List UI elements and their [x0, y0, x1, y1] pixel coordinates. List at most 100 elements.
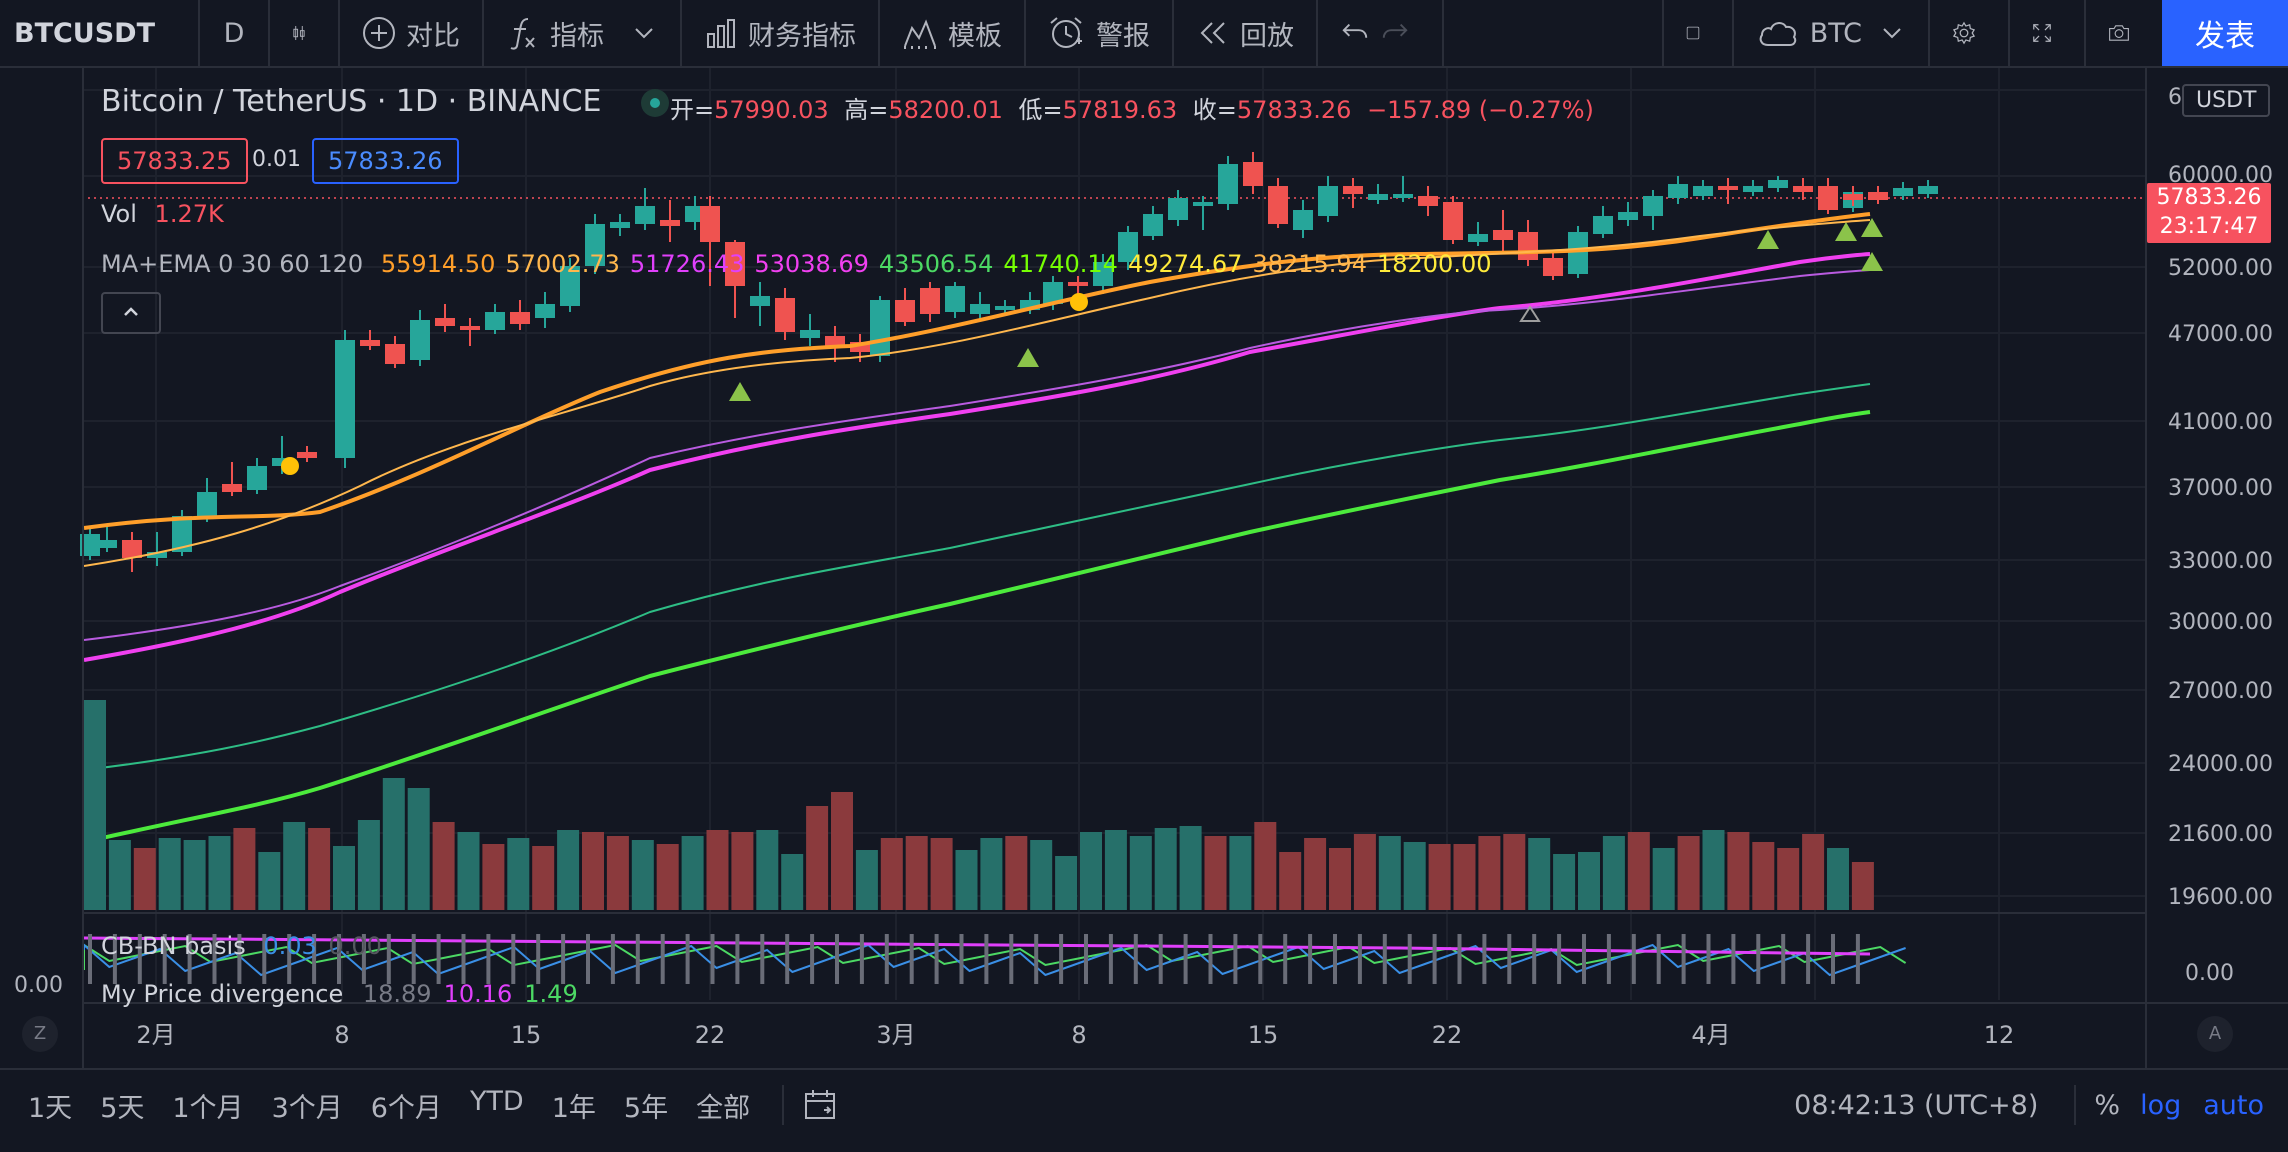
watch-symbol-label: BTC — [1809, 17, 1862, 49]
range-button[interactable]: 5年 — [623, 1092, 669, 1124]
volume-bar — [1055, 856, 1078, 910]
candle-body — [80, 534, 100, 556]
event-marker — [1070, 293, 1088, 311]
open-value: 57990.03 — [714, 96, 829, 124]
candle-body — [385, 344, 405, 364]
fullscreen-button[interactable] — [2010, 0, 2086, 66]
candle-body — [1243, 162, 1263, 186]
volume-bar — [1802, 834, 1825, 910]
volume-bar — [407, 788, 430, 910]
signal-marker-outline — [1519, 305, 1541, 322]
gear-icon — [1952, 21, 1976, 45]
candle-body — [172, 516, 192, 552]
volume-bar — [955, 850, 978, 910]
buy-price-button[interactable]: 57833.26 — [312, 138, 459, 184]
range-button[interactable]: 1年 — [551, 1092, 596, 1124]
snapshot-button[interactable] — [2086, 0, 2162, 66]
range-button[interactable]: 1天 — [28, 1092, 73, 1124]
cloud-save-button[interactable]: BTC — [1734, 0, 1930, 66]
bottom-toolbar: 1天 5天 1个月 3个月 6个月 YTD 1年 5年 全部 08:42:13 (UTC+8) … — [0, 1068, 2288, 1140]
percent-scale-button[interactable]: % — [2094, 1089, 2121, 1121]
candle-body — [660, 220, 680, 226]
log-scale-button[interactable]: log — [2140, 1089, 2182, 1121]
sell-price-button[interactable]: 57833.25 — [101, 138, 248, 184]
candle-body — [1743, 186, 1763, 192]
candle-body — [435, 318, 455, 326]
volume-bar — [1578, 852, 1600, 910]
undo-icon[interactable] — [1340, 18, 1370, 48]
alert-button[interactable]: 警报 — [1026, 0, 1174, 66]
ohlc-values: 开=57990.03 高=58200.01 低=57819.63 收=57833… — [670, 90, 1594, 125]
price-axis-tick: 21600.00 — [2168, 822, 2273, 847]
candle-body — [410, 320, 430, 360]
financials-label: 财务指标 — [748, 20, 856, 52]
moving-average-line — [83, 269, 1871, 641]
bar-countdown: 23:17:47 — [2159, 214, 2259, 239]
market-status-icon — [641, 88, 669, 117]
candle-body — [1020, 300, 1040, 310]
redo-icon[interactable] — [1380, 18, 1410, 48]
volume-bar — [656, 844, 679, 910]
candle-body — [1443, 202, 1463, 240]
range-button[interactable]: YTD — [469, 1085, 524, 1117]
candle-body — [147, 552, 167, 558]
time-axis-tick: 15 — [511, 1021, 542, 1049]
time-axis-tick: 2月 — [136, 1021, 175, 1049]
price-chart[interactable]: 660000.0052000.0047000.0041000.0037000.0… — [0, 68, 2288, 1068]
candle-body — [1368, 194, 1388, 200]
candle-body — [1318, 186, 1338, 216]
candle-body — [775, 298, 795, 332]
auto-a-button[interactable]: A — [2197, 1016, 2233, 1052]
price-axis-tick: 41000.00 — [2168, 410, 2273, 435]
last-price-value: 57833.26 — [2156, 185, 2262, 210]
divider — [2074, 1085, 2077, 1125]
cb-basis-legend: CB-BN basis 0.03 0.00 — [101, 932, 382, 960]
chart-style-button[interactable] — [270, 0, 340, 66]
range-button[interactable]: 全部 — [696, 1092, 751, 1124]
indicators-button[interactable]: 指标 — [484, 0, 682, 66]
currency-label[interactable]: USDT — [2182, 84, 2271, 117]
volume-bar — [831, 792, 853, 910]
volume-bar — [681, 836, 704, 910]
volume-bar — [1827, 848, 1849, 910]
replay-button[interactable]: 回放 — [1174, 0, 1318, 66]
event-marker — [281, 457, 299, 475]
candle-body — [297, 452, 317, 458]
time-axis-tick: 12 — [1984, 1021, 2015, 1049]
moving-average-line — [83, 212, 1871, 530]
volume-bar — [1727, 832, 1750, 910]
range-button[interactable]: 3个月 — [271, 1092, 343, 1124]
candle-body — [610, 222, 630, 228]
candle-body — [1493, 230, 1513, 240]
interval-button[interactable]: D — [200, 0, 270, 66]
volume-bar — [1428, 844, 1451, 910]
collapse-legend-button[interactable] — [101, 292, 161, 334]
volume-bar — [1030, 840, 1053, 910]
clock-timezone[interactable]: 08:42:13 (UTC+8) — [1794, 1089, 2039, 1121]
range-button[interactable]: 6个月 — [370, 1092, 442, 1124]
candle-body — [700, 206, 720, 242]
moving-average-line — [83, 410, 1871, 844]
settings-button[interactable] — [1930, 0, 2010, 66]
volume-bar — [258, 852, 281, 910]
templates-button[interactable]: 模板 — [880, 0, 1026, 66]
publish-button[interactable]: 发表 — [2162, 0, 2288, 66]
range-button[interactable]: 1个月 — [172, 1092, 244, 1124]
layout-button[interactable] — [1664, 0, 1734, 66]
symbol-search-button[interactable]: BTCUSDT — [0, 0, 200, 66]
volume-bar — [1528, 838, 1551, 910]
volume-bar — [731, 832, 754, 910]
volume-bar — [806, 806, 829, 910]
candle-body — [1543, 258, 1563, 276]
ma-ema-label: MA+EMA 0 30 60 120 — [101, 250, 364, 278]
auto-scale-button[interactable]: auto — [2203, 1089, 2264, 1121]
compare-button[interactable]: 对比 — [340, 0, 484, 66]
symbol-title: Bitcoin / TetherUS · 1D · BINANCE — [101, 84, 669, 119]
volume-label: Vol — [101, 200, 137, 228]
volume-bar — [1677, 836, 1700, 910]
candle-body — [222, 484, 242, 492]
range-button[interactable]: 5天 — [100, 1092, 145, 1124]
calendar-goto-icon[interactable] — [802, 1088, 838, 1122]
zoom-z-button[interactable]: Z — [22, 1016, 58, 1052]
financials-button[interactable]: 财务指标 — [682, 0, 880, 66]
